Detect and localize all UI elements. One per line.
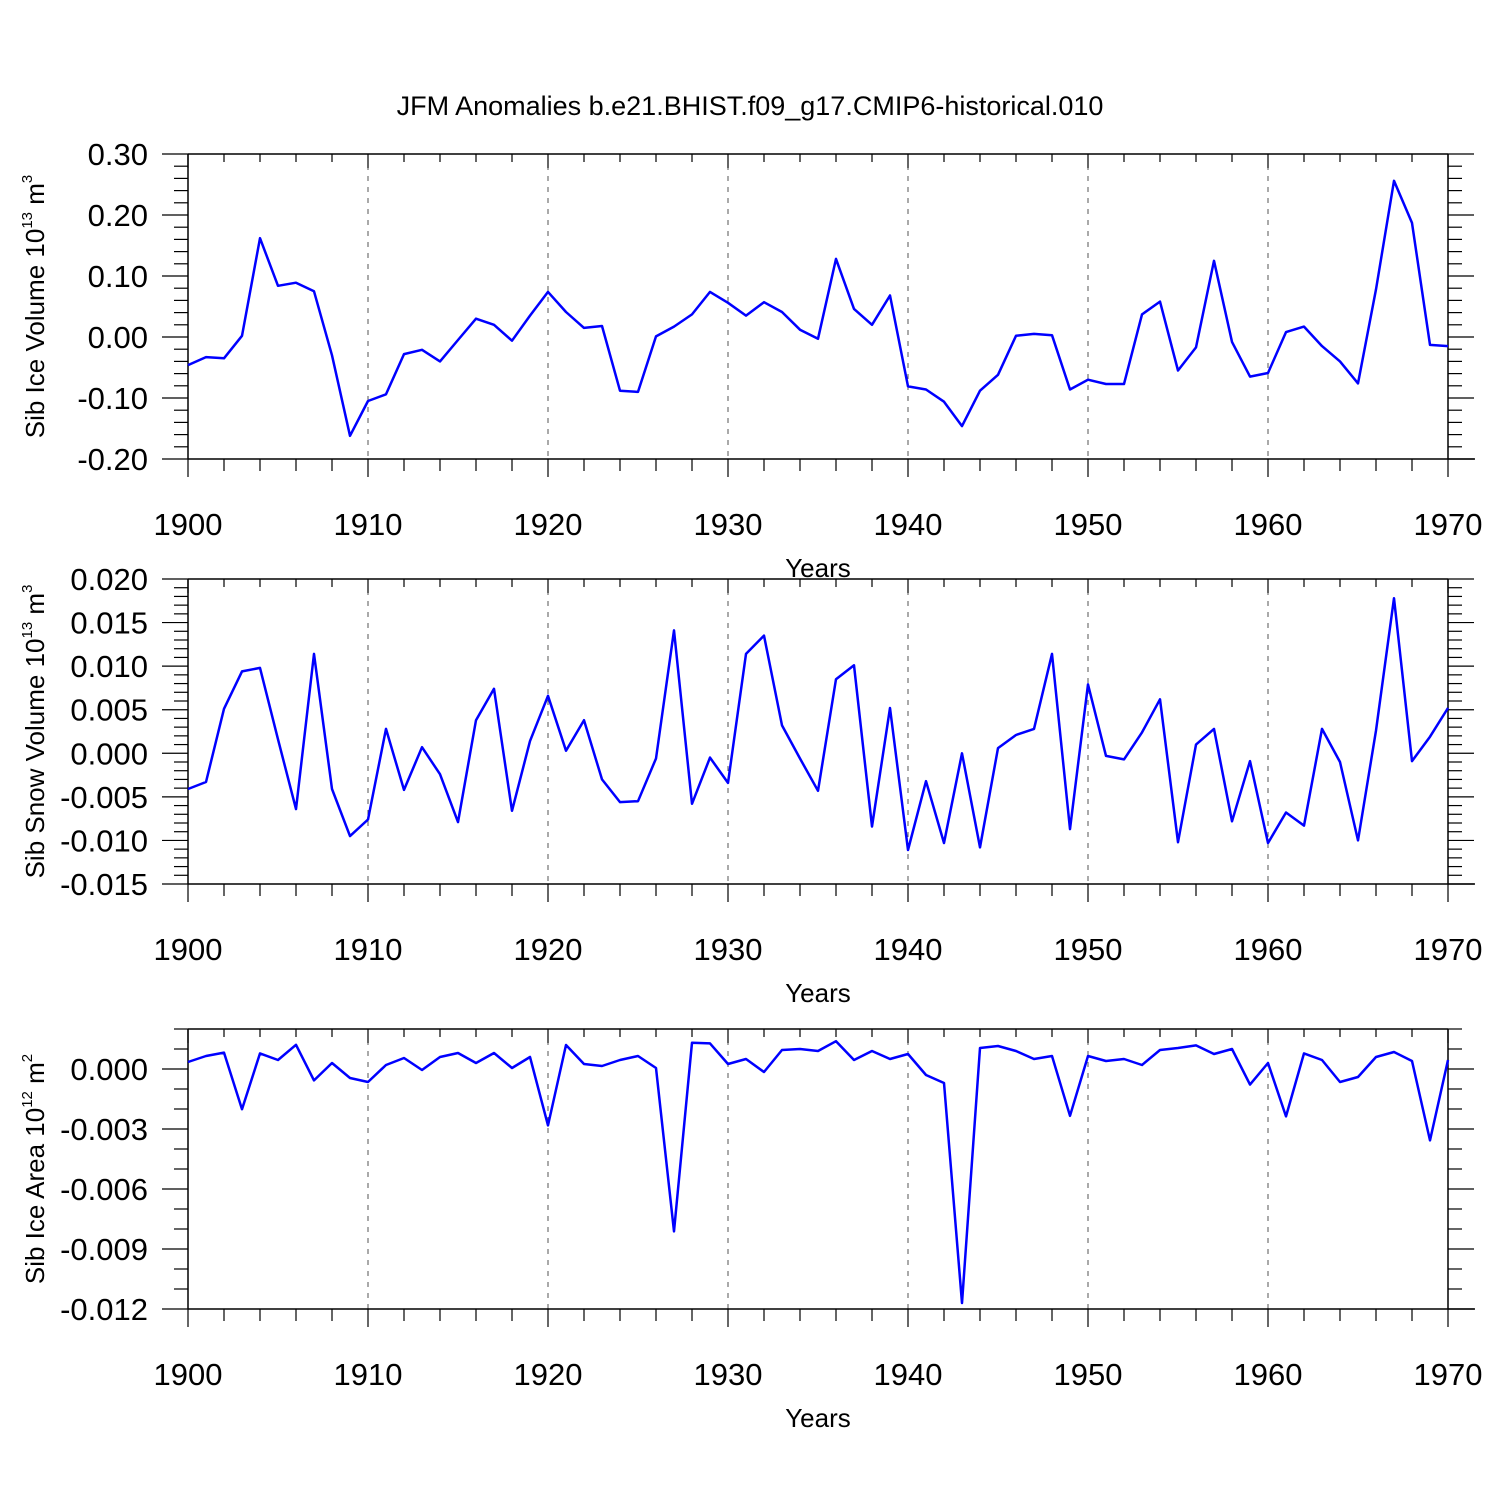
y-tick-label: -0.10 (77, 381, 148, 416)
x-axis-label: Years (785, 553, 851, 583)
x-tick-label: 1930 (694, 507, 763, 542)
y-tick-label: 0.00 (88, 320, 148, 355)
x-tick-label: 1920 (514, 1357, 583, 1392)
panel-3: 1900 1910 1920 1930 1940 1950 1960 1970 Years -0.… (19, 1028, 1483, 1433)
y-tick-label: 0.000 (70, 736, 148, 771)
x-tick-label: 1900 (154, 1357, 223, 1392)
series-line (187, 179, 1449, 438)
x-tick-label: 1970 (1414, 1357, 1483, 1392)
y-tick-label: -0.003 (60, 1112, 148, 1147)
y-tick-label: -0.20 (77, 442, 148, 477)
x-tick-label: 1930 (694, 932, 763, 967)
x-tick-label: 1920 (514, 507, 583, 542)
panel-2: 1900 1910 1920 1930 1940 1950 1960 1970 Years -0.… (19, 562, 1482, 1008)
y-tick-label: -0.010 (60, 823, 148, 858)
x-tick-label: 1950 (1054, 1357, 1123, 1392)
x-tick-label: 1960 (1234, 1357, 1303, 1392)
x-axis-label: Years (785, 1403, 851, 1433)
y-tick-label: -0.006 (60, 1172, 148, 1207)
x-tick-label: 1960 (1234, 507, 1303, 542)
x-tick-label: 1910 (334, 1357, 403, 1392)
series-line (187, 596, 1450, 852)
y-tick-label: 0.010 (70, 649, 148, 684)
y-tick-label: 0.30 (88, 137, 148, 172)
y-tick-label: 0.020 (70, 562, 148, 597)
panel-1: 1900 1910 1920 1930 1940 1950 1960 1970 Years -0.… (19, 137, 1482, 583)
y-tick-label: -0.015 (60, 867, 148, 902)
x-tick-label: 1930 (694, 1357, 763, 1392)
x-tick-label: 1910 (334, 507, 403, 542)
x-tick-label: 1940 (874, 507, 943, 542)
x-tick-label: 1950 (1054, 507, 1123, 542)
y-tick-label: 0.000 (70, 1052, 148, 1087)
x-tick-label: 1910 (334, 932, 403, 967)
y-tick-label: 0.015 (70, 606, 148, 641)
x-tick-label: 1960 (1234, 932, 1303, 967)
y-tick-label: -0.012 (60, 1292, 148, 1327)
y-tick-label: 0.10 (88, 259, 148, 294)
x-tick-label: 1900 (154, 932, 223, 967)
x-tick-label: 1940 (874, 932, 943, 967)
y-tick-label: 0.005 (70, 693, 148, 728)
x-tick-label: 1920 (514, 932, 583, 967)
y-axis-label: Sib Ice Area 1012 m2 (19, 1054, 50, 1284)
x-tick-label: 1950 (1054, 932, 1123, 967)
x-tick-label: 1970 (1414, 932, 1483, 967)
y-axis-label: Sib Ice Volume 1013 m3 (19, 175, 50, 439)
series-line (187, 1039, 1450, 1305)
y-tick-label: -0.005 (60, 780, 148, 815)
x-tick-label: 1970 (1414, 507, 1483, 542)
y-axis-label: Sib Snow Volume 1013 m3 (19, 585, 50, 879)
y-tick-label: 0.20 (88, 198, 148, 233)
figure-title: JFM Anomalies b.e21.BHIST.f09_g17.CMIP6-… (397, 91, 1104, 121)
x-tick-label: 1940 (874, 1357, 943, 1392)
x-axis-label: Years (785, 978, 851, 1008)
x-tick-label: 1900 (154, 507, 223, 542)
y-tick-label: -0.009 (60, 1232, 148, 1267)
panels: 1900 1910 1920 1930 1940 1950 1960 1970 Years -0.… (19, 137, 1482, 1433)
